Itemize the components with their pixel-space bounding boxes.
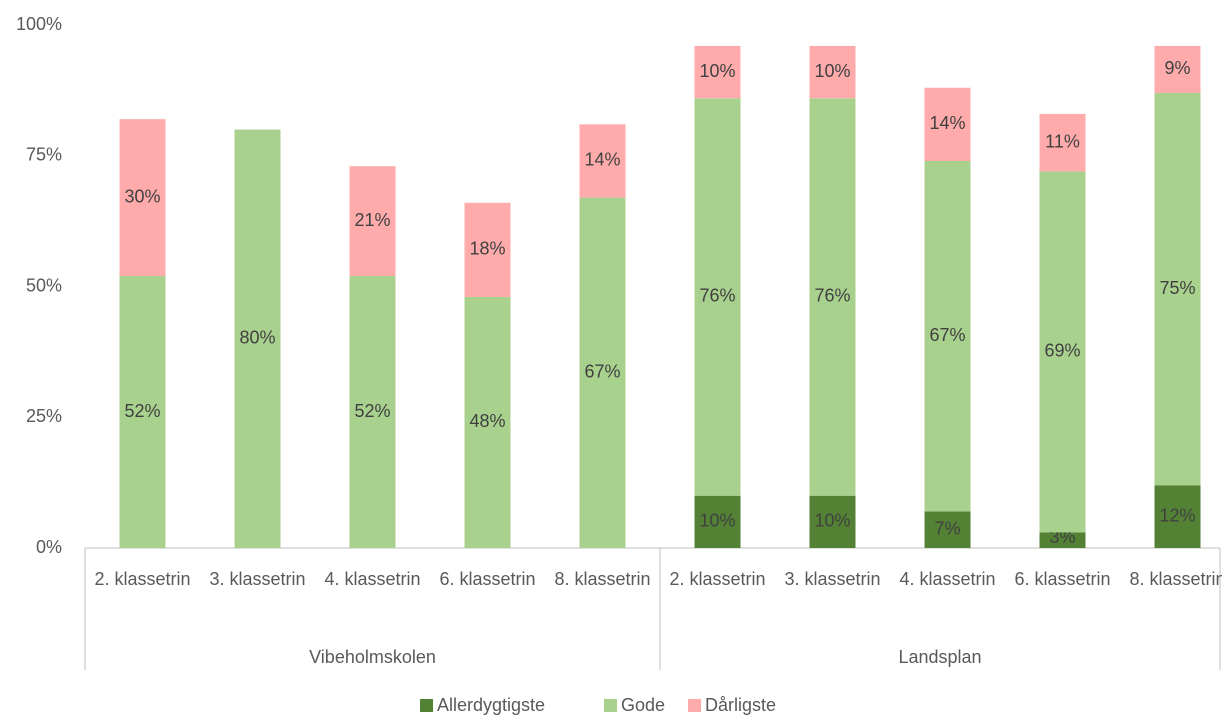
legend-swatch bbox=[688, 699, 701, 712]
x-tick-label: 4. klassetrin bbox=[899, 569, 996, 589]
x-tick-label: 6. klassetrin bbox=[439, 569, 536, 589]
bar-segment bbox=[464, 296, 511, 548]
data-label: 10% bbox=[814, 511, 850, 531]
bar-segment bbox=[1039, 532, 1086, 548]
data-label: 9% bbox=[1164, 58, 1190, 78]
legend-swatch bbox=[604, 699, 617, 712]
data-label: 75% bbox=[1159, 278, 1195, 298]
data-label: 76% bbox=[699, 286, 735, 306]
group-label: Landsplan bbox=[898, 647, 981, 667]
y-tick-label: 50% bbox=[26, 275, 62, 295]
data-label: 52% bbox=[124, 401, 160, 421]
bar-segment bbox=[809, 98, 856, 496]
data-label: 14% bbox=[584, 150, 620, 170]
data-label: 10% bbox=[814, 61, 850, 81]
data-label: 10% bbox=[699, 511, 735, 531]
data-label: 76% bbox=[814, 286, 850, 306]
bar-segment bbox=[349, 166, 396, 277]
bar-segment bbox=[1039, 171, 1086, 533]
bar-segment bbox=[694, 45, 741, 99]
bar-segment bbox=[1154, 45, 1201, 93]
bar-segment bbox=[1154, 485, 1201, 548]
x-tick-label: 6. klassetrin bbox=[1014, 569, 1111, 589]
y-tick-label: 75% bbox=[26, 145, 62, 165]
bar-segment bbox=[1154, 92, 1201, 486]
x-tick-label: 8. klassetrin bbox=[554, 569, 651, 589]
x-tick-label: 2. klassetrin bbox=[669, 569, 766, 589]
bar-segment bbox=[119, 276, 166, 548]
bar-segment bbox=[579, 197, 626, 548]
legend-swatch bbox=[420, 699, 433, 712]
y-tick-label: 25% bbox=[26, 406, 62, 426]
x-tick-label: 2. klassetrin bbox=[94, 569, 191, 589]
bar-segment bbox=[694, 495, 741, 548]
data-label: 52% bbox=[354, 401, 390, 421]
bar-segment bbox=[349, 276, 396, 548]
bar-segment bbox=[809, 495, 856, 548]
data-label: 11% bbox=[1045, 131, 1080, 151]
bar-segment bbox=[1039, 113, 1086, 172]
bar-segment bbox=[924, 511, 971, 548]
legend-label: Allerdygtigste bbox=[437, 695, 545, 715]
bar-segment bbox=[579, 124, 626, 198]
data-label: 7% bbox=[934, 518, 960, 538]
bar-segment bbox=[924, 87, 971, 161]
x-tick-label: 4. klassetrin bbox=[324, 569, 421, 589]
data-label: 21% bbox=[354, 210, 390, 230]
data-label: 69% bbox=[1044, 341, 1080, 361]
group-label: Vibeholmskolen bbox=[309, 647, 436, 667]
x-tick-label: 3. klassetrin bbox=[784, 569, 881, 589]
y-tick-label: 0% bbox=[36, 537, 62, 557]
bar-segment bbox=[694, 98, 741, 496]
x-tick-label: 3. klassetrin bbox=[209, 569, 306, 589]
data-label: 67% bbox=[929, 325, 965, 345]
legend-label: Dårligste bbox=[705, 695, 776, 715]
data-label: 48% bbox=[469, 411, 505, 431]
legend-label: Gode bbox=[621, 695, 665, 715]
data-label: 30% bbox=[124, 186, 160, 206]
bar-segment bbox=[924, 160, 971, 512]
data-label: 12% bbox=[1159, 505, 1195, 525]
data-label: 67% bbox=[584, 362, 620, 382]
bar-segment bbox=[809, 45, 856, 99]
bar-segment bbox=[119, 119, 166, 277]
bar-segment bbox=[464, 202, 511, 297]
data-label: 80% bbox=[239, 328, 275, 348]
x-tick-label: 8. klassetrin bbox=[1129, 569, 1222, 589]
y-tick-label: 100% bbox=[16, 14, 62, 34]
bar-segment bbox=[234, 129, 281, 548]
data-label: 10% bbox=[699, 61, 735, 81]
data-label: 14% bbox=[929, 113, 965, 133]
data-label: 18% bbox=[469, 239, 505, 259]
